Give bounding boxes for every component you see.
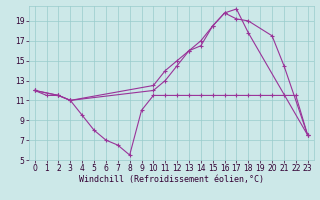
X-axis label: Windchill (Refroidissement éolien,°C): Windchill (Refroidissement éolien,°C) (79, 175, 264, 184)
